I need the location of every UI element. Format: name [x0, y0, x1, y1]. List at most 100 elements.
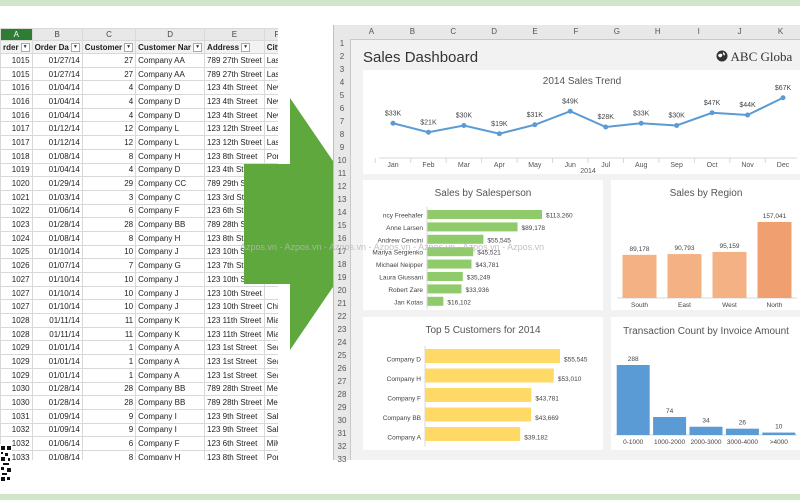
- table-cell[interactable]: 01/06/14: [31, 203, 83, 219]
- column-letter-e[interactable]: E: [204, 28, 265, 41]
- table-cell[interactable]: Company I: [135, 422, 206, 438]
- column-letter-j[interactable]: J: [737, 27, 742, 36]
- column-letter-f[interactable]: F: [573, 27, 579, 36]
- table-row[interactable]: 1017 01/12/14 12 Company L 123 12th Street La…: [0, 121, 278, 137]
- table-cell[interactable]: Seatt: [263, 354, 278, 369]
- table-row[interactable]: 1030 01/28/14 28 Company BB 789 28th Street M…: [0, 381, 278, 397]
- table-cell[interactable]: 01/01/14: [31, 367, 83, 383]
- table-cell[interactable]: Company C: [135, 189, 206, 205]
- table-cell[interactable]: 01/29/14: [31, 176, 83, 191]
- table-cell[interactable]: 01/11/14: [31, 326, 83, 342]
- row-number[interactable]: 7: [339, 117, 345, 126]
- table-cell[interactable]: 6: [81, 436, 137, 451]
- table-cell[interactable]: Company BB: [135, 395, 206, 410]
- table-cell[interactable]: 01/04/14: [31, 162, 83, 178]
- table-cell[interactable]: Las V: [263, 53, 278, 68]
- table-row[interactable]: 1019 01/04/14 4 Company D 123 4th Street: [0, 162, 278, 178]
- row-number[interactable]: 33: [337, 455, 347, 464]
- bar[interactable]: [427, 272, 463, 281]
- table-cell[interactable]: 789 27th Street: [204, 66, 265, 82]
- table-cell[interactable]: 28: [81, 381, 137, 397]
- row-number[interactable]: 13: [337, 195, 347, 204]
- row-number[interactable]: 3: [339, 65, 345, 74]
- table-cell[interactable]: 01/10/14: [31, 244, 83, 260]
- table-cell[interactable]: 9: [81, 408, 137, 424]
- bar[interactable]: [757, 222, 792, 298]
- table-row[interactable]: 1027 01/10/14 10 Company J 123 10th Street: [0, 272, 278, 287]
- table-cell[interactable]: 01/08/14: [31, 148, 83, 164]
- bar[interactable]: [653, 417, 687, 435]
- data-point[interactable]: [603, 124, 609, 130]
- table-cell[interactable]: 29: [81, 176, 137, 191]
- column-header[interactable]: Address ▼: [204, 40, 265, 54]
- row-number[interactable]: 4: [339, 78, 345, 87]
- table-cell[interactable]: 4: [81, 94, 137, 109]
- table-cell[interactable]: 1030: [0, 381, 33, 397]
- data-point[interactable]: [425, 129, 431, 135]
- table-cell[interactable]: 1016: [0, 94, 33, 109]
- table-cell[interactable]: 10: [81, 244, 137, 260]
- row-number[interactable]: 31: [337, 429, 347, 438]
- column-letter-d[interactable]: D: [135, 28, 206, 41]
- table-cell[interactable]: 123 1st Street: [204, 367, 265, 383]
- table-cell[interactable]: Company F: [135, 203, 206, 219]
- table-cell[interactable]: 01/12/14: [31, 135, 83, 150]
- table-cell[interactable]: New: [263, 80, 278, 96]
- bar[interactable]: [725, 428, 759, 435]
- row-number[interactable]: 18: [337, 260, 347, 269]
- filter-dropdown-icon[interactable]: ▼: [241, 42, 251, 52]
- table-cell[interactable]: 789 28th Street: [204, 381, 265, 397]
- table-cell[interactable]: 1: [81, 340, 137, 356]
- row-number[interactable]: 21: [337, 299, 347, 308]
- table-cell[interactable]: 01/12/14: [31, 121, 83, 137]
- table-cell[interactable]: 123 8th Street: [204, 449, 265, 460]
- table-cell[interactable]: Company D: [135, 162, 206, 178]
- column-letter-c[interactable]: C: [450, 27, 457, 36]
- table-cell[interactable]: Company D: [135, 107, 206, 123]
- table-row[interactable]: 1024 01/08/14 8 Company H 123 8th Street: [0, 230, 278, 246]
- table-cell[interactable]: Salt L: [263, 408, 278, 424]
- bar[interactable]: [425, 388, 532, 402]
- table-cell[interactable]: 01/28/14: [31, 381, 83, 397]
- table-cell[interactable]: Company H: [135, 230, 206, 246]
- table-cell[interactable]: 01/27/14: [31, 66, 83, 82]
- table-row[interactable]: 1026 01/07/14 7 Company G 123 7th Street: [0, 258, 278, 273]
- table-cell[interactable]: 1015: [0, 53, 33, 68]
- row-number[interactable]: 24: [337, 338, 347, 347]
- row-number[interactable]: 17: [337, 247, 347, 256]
- row-number[interactable]: 16: [337, 234, 347, 243]
- table-cell[interactable]: 01/09/14: [31, 422, 83, 438]
- table-cell[interactable]: 01/03/14: [31, 189, 83, 205]
- filter-dropdown-icon[interactable]: ▼: [20, 42, 30, 52]
- table-cell[interactable]: Company I: [135, 408, 206, 424]
- row-number[interactable]: 29: [337, 403, 347, 412]
- table-cell[interactable]: 1017: [0, 135, 33, 150]
- data-point[interactable]: [745, 112, 751, 118]
- bar[interactable]: [667, 254, 702, 298]
- table-cell[interactable]: 1029: [0, 340, 33, 356]
- column-header[interactable]: Customer Nar ▼: [135, 40, 206, 54]
- table-cell[interactable]: Company A: [135, 354, 206, 369]
- bar[interactable]: [616, 365, 650, 435]
- table-cell[interactable]: 4: [81, 80, 137, 96]
- bar[interactable]: [689, 426, 723, 435]
- table-cell[interactable]: Company H: [135, 449, 206, 460]
- table-row[interactable]: 1028 01/11/14 11 Company K 123 11th Street Mi…: [0, 326, 278, 342]
- table-cell[interactable]: Company J: [135, 285, 206, 301]
- filter-dropdown-icon[interactable]: ▼: [70, 42, 80, 52]
- data-point[interactable]: [709, 110, 715, 116]
- table-cell[interactable]: 10: [81, 272, 137, 287]
- table-cell[interactable]: Company A: [135, 340, 206, 356]
- transaction-count-chart[interactable]: Transaction Count by Invoice Amount 288 0…: [611, 317, 800, 450]
- table-cell[interactable]: Company CC: [135, 176, 206, 191]
- table-cell[interactable]: 3: [81, 189, 137, 205]
